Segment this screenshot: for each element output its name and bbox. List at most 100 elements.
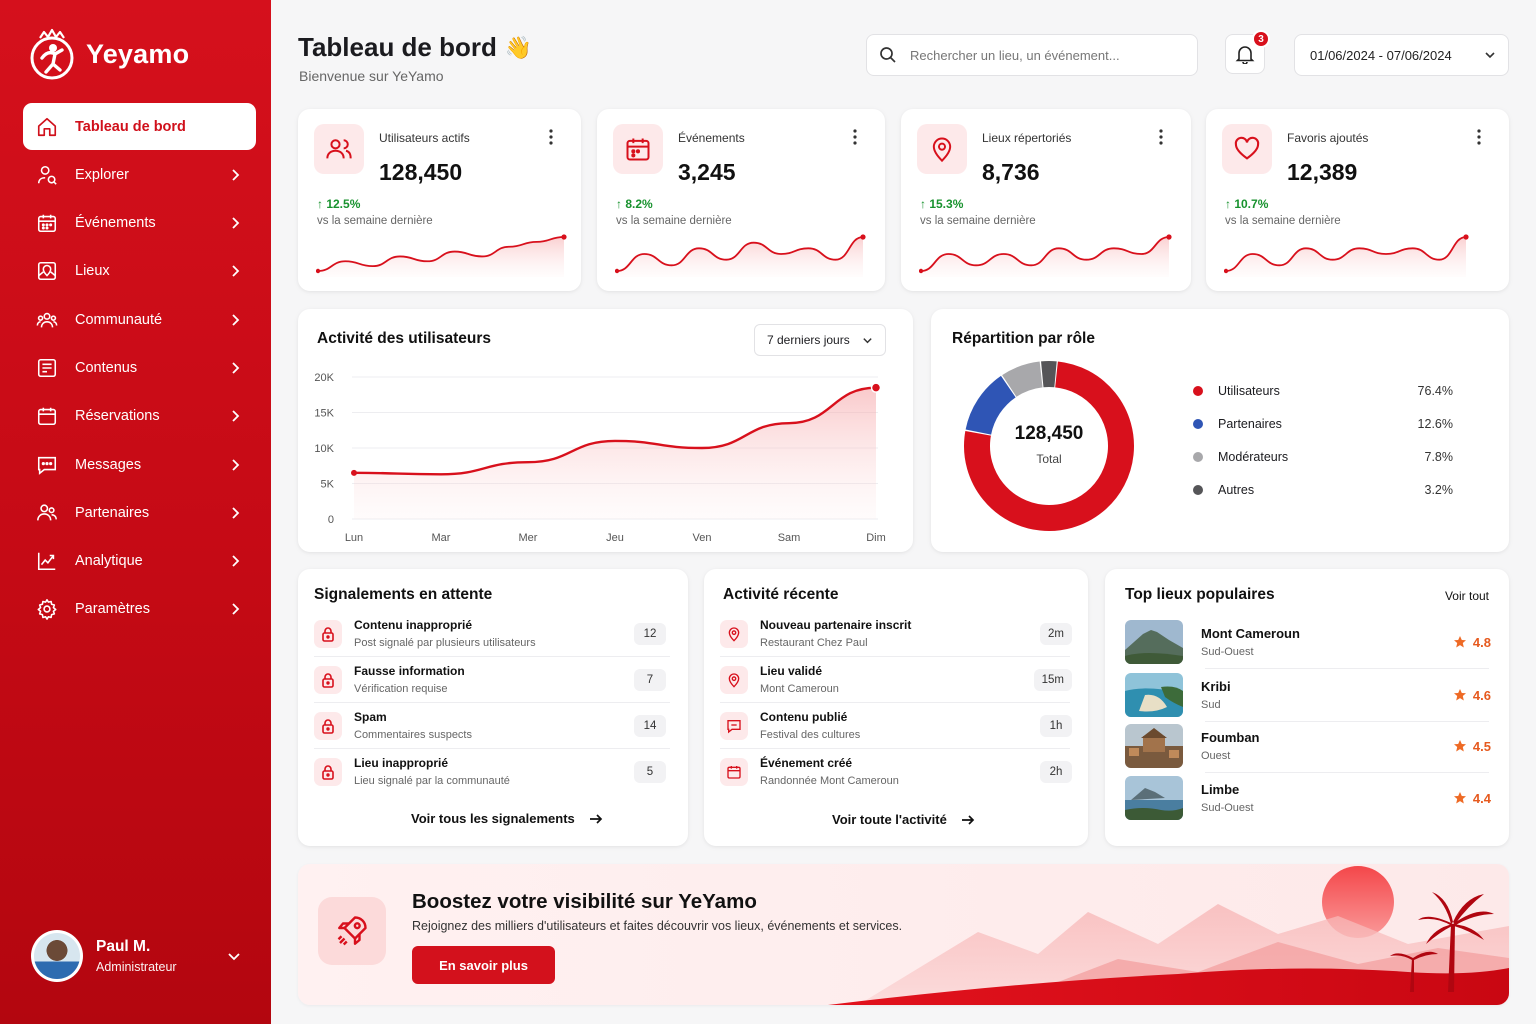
chevron-right-icon [232,507,240,519]
stat-label: Événements [678,131,745,145]
sparkline-point [1463,234,1469,240]
search-bar[interactable] [866,34,1198,76]
map-icon [37,262,57,281]
chevron-down-icon[interactable] [227,949,241,963]
activity-row[interactable]: Lieu validé Mont Cameroun 15m [720,663,1072,709]
sidebar-item-explorer[interactable]: Explorer [23,151,256,198]
y-tick-label: 20K [314,372,334,384]
stat-sparkline [615,234,866,277]
sparkline-point [1224,268,1229,274]
activity-title: Lieu validé [760,664,823,678]
report-description: Post signalé par plusieurs utilisateurs [354,637,536,649]
notifications-button[interactable]: 3 [1225,30,1270,74]
activity-area [354,387,876,519]
sidebar-item-tableau-de-bord[interactable]: Tableau de bord [23,103,256,150]
wave-emoji: 👋 [504,34,533,60]
rocket-icon-tile [318,897,386,965]
community-icon [36,312,58,328]
place-thumbnail [1125,724,1183,768]
stat-change: ↑ 10.7% [1225,197,1269,211]
sidebar-item-lieux[interactable]: Lieux [23,248,256,295]
activity-time-badge: 1h [1040,715,1072,737]
period-select[interactable]: 7 derniers jours [754,324,886,356]
report-row[interactable]: Contenu inapproprié Post signalé par plus… [314,617,666,663]
report-row[interactable]: Spam Commentaires suspects 14 [314,709,666,755]
star-icon [1453,689,1466,701]
sparkline-line [616,236,864,272]
place-name: Mont Cameroun [1201,626,1300,641]
place-thumbnail [1125,620,1183,664]
report-row[interactable]: Fausse information Vérification requise 7 [314,663,666,709]
calendar-icon [37,214,57,233]
activity-time-badge: 15m [1033,669,1072,691]
chevron-right-icon [232,169,240,181]
sparkline-point [1166,234,1172,240]
activity-line-chart: 0 5K 10K 15K 20K Lun Mar Mer Jeu Ven Sam Dim [314,372,885,544]
more-options-icon[interactable] [1153,127,1169,147]
stat-comparison: vs la semaine dernière [616,215,732,227]
heart-icon [1234,136,1260,160]
sparkline-area [617,237,863,277]
report-title: Contenu inapproprié [354,618,472,632]
stat-comparison: vs la semaine dernière [317,215,433,227]
role-distribution-card: Répartition par rôle 128,450 Total Utili… [931,309,1509,552]
place-rating: 4.4 [1453,791,1491,806]
learn-more-button[interactable]: En savoir plus [412,946,555,984]
rating-value: 4.4 [1472,790,1491,806]
place-name: Foumban [1201,730,1260,745]
brand[interactable]: Yeyamo [28,28,189,80]
activity-point [351,469,357,476]
rating-value: 4.5 [1472,738,1491,754]
activity-row[interactable]: Nouveau partenaire inscrit Restaurant Che… [720,617,1072,663]
sidebar: Yeyamo Tableau de bord Explorer Événemen… [0,0,271,1024]
view-all-reports-link[interactable]: Voir tous les signalements [411,811,603,826]
sparkline-line [920,236,1170,272]
donut-total-label: Total [1036,452,1062,466]
sidebar-item-contenus[interactable]: Contenus [23,344,256,391]
sidebar-item-label: Paramètres [75,601,150,618]
place-item[interactable]: Kribi Sud 4.6 [1125,672,1491,718]
sidebar-item-partenaires[interactable]: Partenaires [23,489,256,536]
legend-dot [1193,419,1203,429]
place-rating: 4.5 [1453,739,1491,754]
legend-label: Utilisateurs [1218,384,1280,398]
activity-row[interactable]: Événement créé Randonnée Mont Cameroun 2h [720,755,1072,801]
activity-time-badge: 2h [1040,761,1072,783]
sidebar-item-label: Contenus [75,359,138,376]
y-tick-label: 0 [328,514,334,526]
date-range-value: 01/06/2024 - 07/06/2024 [1310,47,1452,63]
search-input[interactable] [910,47,1170,63]
notification-count-badge: 3 [1252,30,1270,48]
y-tick-label: 5K [321,479,335,491]
sidebar-item-parametres[interactable]: Paramètres [23,586,256,633]
activity-title: Événement créé [760,756,853,770]
user-profile[interactable]: Paul M. Administrateur [31,930,241,982]
more-options-icon[interactable] [847,127,863,147]
rating-value: 4.8 [1472,634,1491,650]
report-row[interactable]: Lieu inapproprié Lieu signalé par la comm… [314,755,666,801]
place-thumbnail [1125,776,1183,820]
more-options-icon[interactable] [543,127,559,147]
sidebar-item-messages[interactable]: Messages [23,441,256,488]
sidebar-item-label: Communauté [75,311,163,328]
place-item[interactable]: Mont Cameroun Sud-Ouest 4.8 [1125,619,1491,665]
sidebar-item-evenements[interactable]: Événements [23,200,256,247]
sidebar-item-label: Partenaires [75,504,150,521]
chevron-right-icon [232,217,240,229]
place-item[interactable]: Limbe Sud-Ouest 4.4 [1125,775,1491,821]
activity-description: Restaurant Chez Paul [760,637,868,649]
sidebar-item-reservations[interactable]: Réservations [23,393,256,440]
place-item[interactable]: Foumban Ouest 4.5 [1125,723,1491,769]
more-options-icon[interactable] [1471,127,1487,147]
sidebar-item-communaute[interactable]: Communauté [23,296,256,343]
see-all-link[interactable]: Voir tout [1444,589,1489,603]
sparkline-line [317,236,565,272]
avatar [31,930,83,982]
activity-row[interactable]: Contenu publié Festival des cultures 1h [720,709,1072,755]
report-title: Lieu inapproprié [354,756,449,770]
star-icon [1453,792,1466,804]
legend-label: Modérateurs [1218,450,1289,464]
view-all-activity-link[interactable]: Voir toute l'activité [832,812,975,827]
sidebar-item-analytique[interactable]: Analytique [23,538,256,585]
date-range-select[interactable]: 01/06/2024 - 07/06/2024 [1294,34,1509,76]
